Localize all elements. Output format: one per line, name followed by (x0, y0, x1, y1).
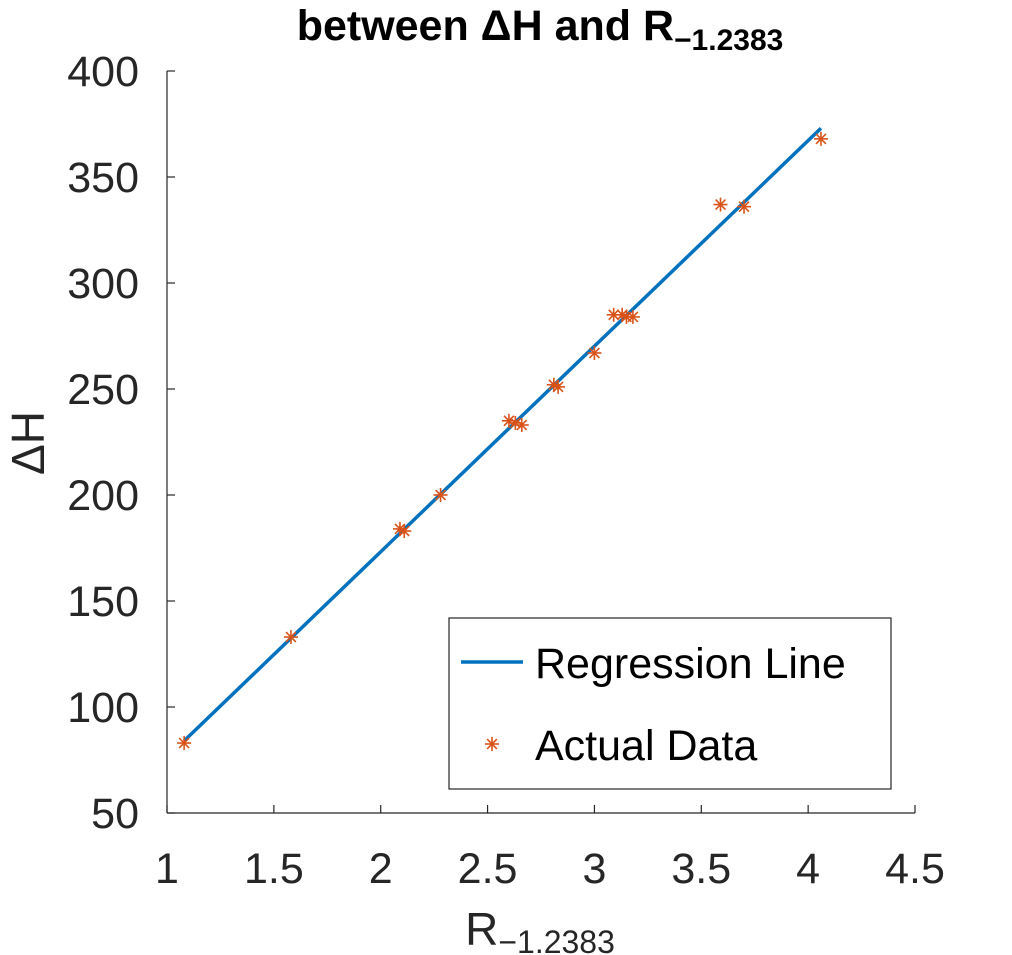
legend-asterisk-swatch (485, 737, 499, 751)
data-point (813, 131, 828, 146)
data-point (587, 345, 602, 360)
plot-area (177, 126, 828, 751)
legend-label-regression: Regression Line (535, 640, 846, 688)
x-tick-label: 3.5 (671, 845, 731, 893)
x-tick-label: 3 (582, 845, 606, 893)
x-axis-label-subscript: −1.2383 (498, 924, 615, 955)
y-tick-label: 300 (67, 260, 139, 308)
data-point (397, 524, 412, 539)
y-tick-label: 400 (67, 48, 139, 96)
axis-labels: R−1.2383 ΔH (2, 411, 615, 955)
x-tick-label: 4 (796, 845, 820, 893)
x-tick-label: 1 (155, 845, 179, 893)
legend-label-actual: Actual Data (535, 722, 757, 770)
y-tick-label: 250 (67, 366, 139, 414)
x-axis-label: R−1.2383 (465, 903, 615, 955)
data-point (283, 630, 298, 645)
data-point (551, 379, 566, 394)
chart-title: between ΔH and R−1.2383 (297, 2, 784, 57)
y-tick-label: 350 (67, 154, 139, 202)
y-tick-label: 100 (67, 684, 139, 732)
svg-text:between ΔH and R−1.2383: between ΔH and R−1.2383 (297, 2, 784, 57)
legend: Regression Line Actual Data (448, 617, 892, 790)
axes (166, 71, 915, 814)
x-tick-label: 1.5 (244, 845, 304, 893)
axis-ticks: 1 1.5 2 2.5 3 3.5 4 4.5 50 100 150 200 250 300 350 400 (67, 48, 945, 893)
x-axis-label-main: R (465, 903, 498, 955)
data-point (177, 736, 192, 751)
chart-title-subscript: −1.2383 (674, 24, 783, 57)
data-point (713, 197, 728, 212)
y-axis-label: ΔH (2, 411, 54, 475)
x-tick-label: 2.5 (458, 845, 518, 893)
data-point (433, 488, 448, 502)
data-point (625, 309, 640, 324)
y-tick-label: 200 (67, 472, 139, 520)
data-point (514, 418, 529, 433)
y-tick-label: 50 (91, 790, 139, 838)
y-tick-label: 150 (67, 578, 139, 626)
x-tick-label: 4.5 (885, 845, 945, 893)
chart-title-main: between ΔH and R (297, 2, 674, 50)
x-tick-label: 2 (369, 845, 393, 893)
legend-box (448, 617, 892, 790)
data-point (737, 199, 752, 214)
